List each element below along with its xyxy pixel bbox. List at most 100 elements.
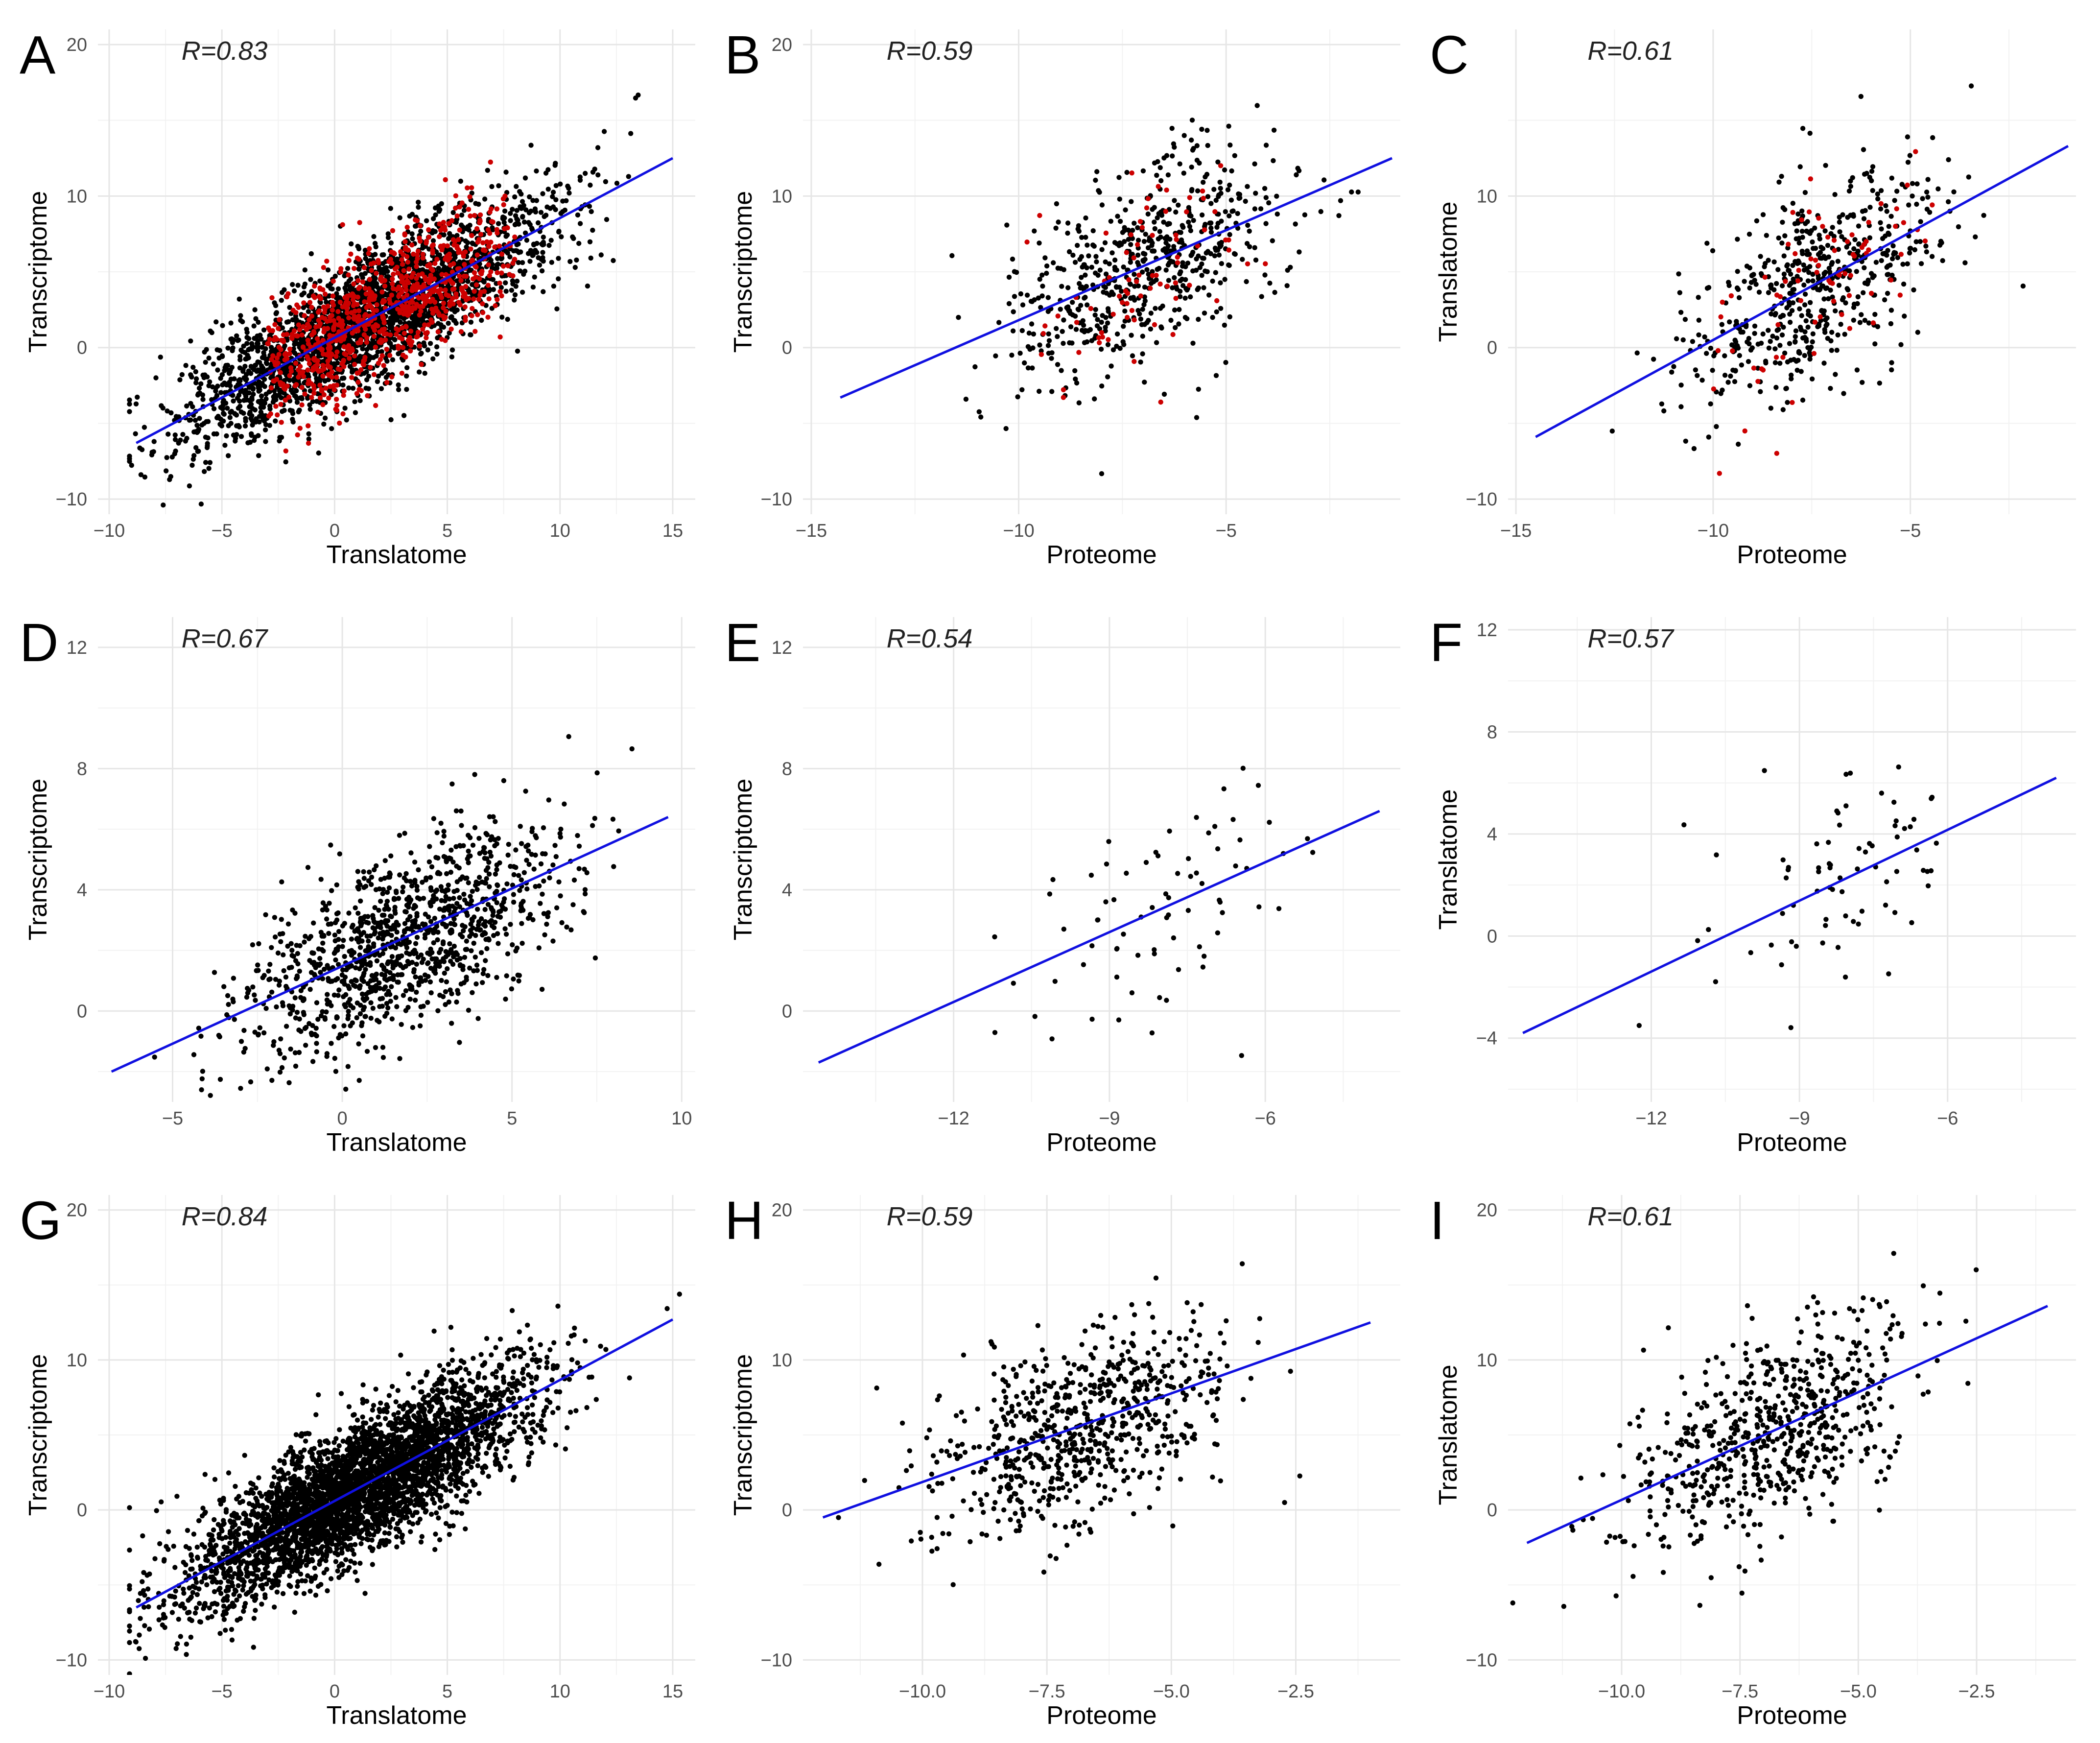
- scatter-point: [1891, 251, 1896, 257]
- scatter-point: [353, 410, 358, 415]
- scatter-point: [236, 296, 242, 302]
- scatter-point: [1787, 283, 1792, 288]
- scatter-point: [284, 332, 290, 337]
- scatter-point: [1187, 224, 1193, 229]
- scatter-point: [1211, 187, 1217, 192]
- scatter-point: [1819, 284, 1825, 289]
- scatter-point: [373, 403, 378, 408]
- scatter-point: [1149, 281, 1154, 286]
- scatter-point: [1140, 168, 1146, 174]
- scatter-point: [1128, 282, 1133, 287]
- scatter-point: [1266, 200, 1272, 206]
- scatter-point: [446, 293, 451, 299]
- scatter-point: [1140, 351, 1145, 357]
- scatter-point: [1849, 232, 1855, 238]
- scatter-point: [256, 453, 261, 458]
- scatter-point: [1206, 292, 1212, 298]
- scatter-point: [1817, 314, 1823, 320]
- scatter-point: [1851, 317, 1856, 323]
- scatter-point: [978, 414, 984, 420]
- scatter-point: [1119, 288, 1124, 294]
- scatter-point: [1152, 322, 1157, 328]
- x-tick-label: −15: [1500, 521, 1532, 541]
- scatter-point: [1739, 362, 1745, 368]
- scatter-point: [408, 342, 414, 348]
- scatter-point: [317, 395, 323, 401]
- scatter-point: [1780, 407, 1786, 412]
- scatter-point: [1729, 342, 1735, 348]
- scatter-point: [346, 343, 352, 348]
- scatter-point: [290, 282, 295, 287]
- scatter-point: [1095, 317, 1100, 322]
- scatter-point: [1175, 255, 1180, 260]
- scatter-point: [585, 283, 590, 289]
- scatter-point: [420, 252, 425, 257]
- scatter-point: [1773, 384, 1779, 390]
- scatter-point: [1674, 336, 1679, 341]
- scatter-point: [1103, 259, 1108, 264]
- scatter-point: [447, 255, 452, 261]
- scatter-point: [1213, 197, 1219, 203]
- scatter-point: [1172, 198, 1177, 203]
- scatter-point: [1114, 331, 1120, 337]
- scatter-point: [343, 352, 349, 358]
- scatter-point: [1905, 182, 1910, 188]
- scatter-point: [1735, 345, 1741, 351]
- scatter-point: [1161, 391, 1167, 397]
- scatter-point: [1845, 215, 1850, 220]
- scatter-point: [398, 320, 403, 325]
- scatter-point: [1121, 264, 1126, 270]
- y-tick-label: 8: [77, 759, 87, 779]
- scatter-point: [238, 317, 243, 323]
- scatter-point: [312, 295, 317, 300]
- scatter-point: [972, 364, 978, 370]
- scatter-point: [1810, 239, 1815, 245]
- scatter-point: [1076, 229, 1082, 234]
- scatter-point: [1222, 277, 1227, 282]
- scatter-point: [1229, 168, 1234, 174]
- scatter-point: [158, 355, 163, 360]
- scatter-point: [477, 217, 483, 223]
- scatter-point: [1070, 312, 1075, 318]
- scatter-point: [1968, 83, 1974, 89]
- scatter-point: [432, 229, 438, 234]
- scatter-point: [1889, 272, 1895, 278]
- scatter-point: [206, 466, 212, 471]
- scatter-point: [1145, 245, 1151, 251]
- scatter-point: [417, 322, 423, 328]
- scatter-point: [1072, 368, 1078, 374]
- scatter-point: [545, 187, 551, 192]
- scatter-point: [416, 272, 421, 278]
- scatter-point: [527, 194, 532, 200]
- scatter-point: [355, 340, 361, 346]
- scatter-point: [1030, 365, 1035, 371]
- regression-line: [1535, 145, 2069, 438]
- scatter-point: [341, 364, 347, 369]
- scatter-point: [514, 208, 519, 213]
- scatter-point: [404, 386, 409, 392]
- scatter-point: [439, 336, 445, 342]
- scatter-point: [349, 292, 354, 298]
- y-tick-label: 0: [77, 338, 87, 358]
- scatter-point: [438, 227, 444, 233]
- scatter-point: [1093, 177, 1098, 183]
- scatter-point: [1894, 189, 1900, 194]
- scatter-point: [1066, 249, 1072, 255]
- scatter-point: [1130, 228, 1135, 233]
- scatter-point: [550, 190, 556, 195]
- scatter-point: [490, 219, 496, 225]
- scatter-point: [1038, 352, 1044, 357]
- scatter-point: [380, 261, 386, 266]
- x-tick-label: −10: [94, 521, 125, 541]
- scatter-point: [1678, 382, 1684, 388]
- scatter-point: [1252, 206, 1258, 212]
- x-tick-label: −5: [162, 1108, 183, 1129]
- scatter-point: [1061, 387, 1066, 392]
- scatter-point: [1253, 257, 1259, 263]
- scatter-point: [383, 375, 389, 380]
- scatter-point: [1074, 320, 1080, 325]
- scatter-point: [1216, 252, 1222, 258]
- scatter-point: [1138, 316, 1144, 322]
- scatter-point: [248, 402, 254, 407]
- scatter-point: [1966, 174, 1971, 180]
